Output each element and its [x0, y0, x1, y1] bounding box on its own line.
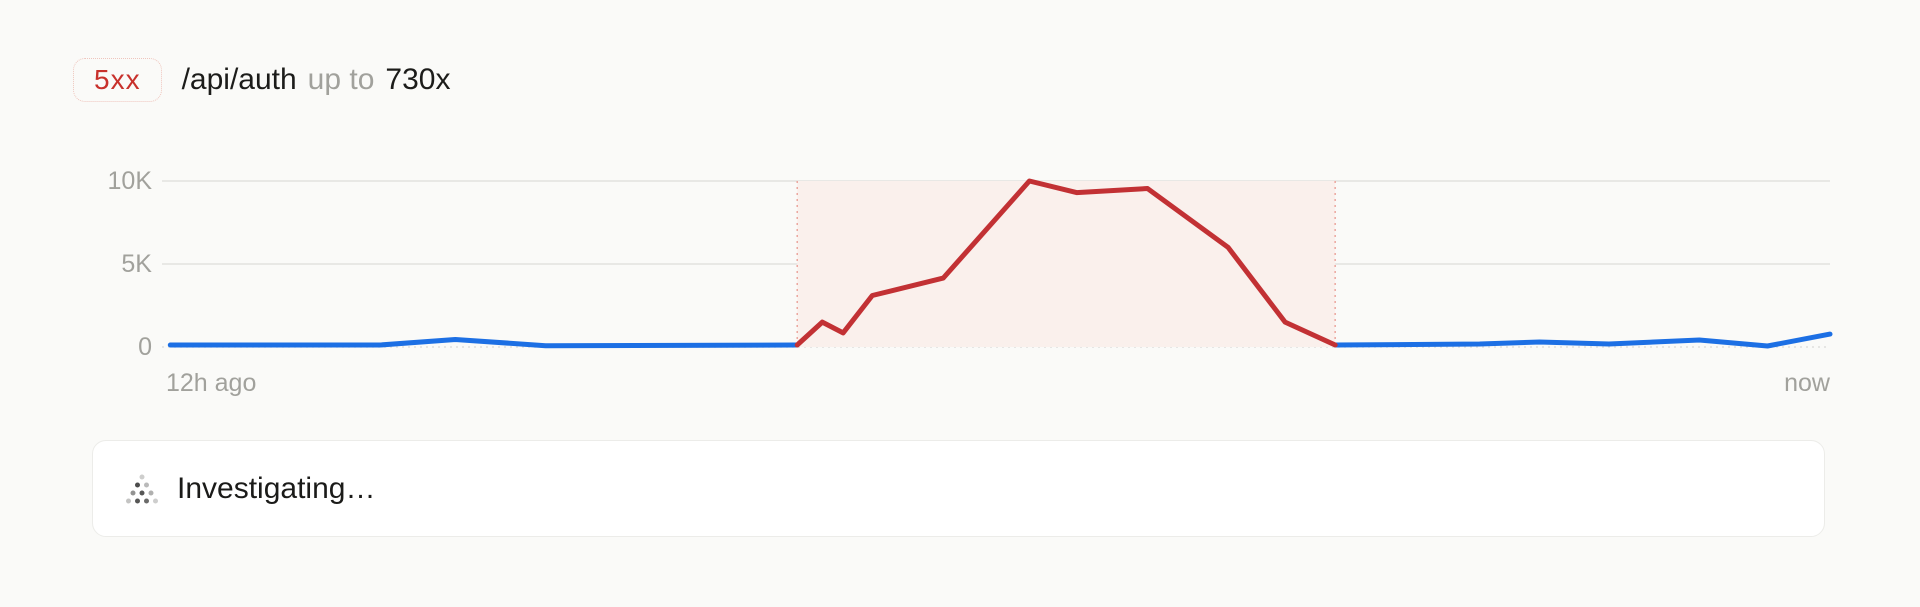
up-to-label: up to	[307, 63, 375, 96]
incident-window-region	[797, 181, 1336, 347]
magnitude-label: 730x	[385, 63, 451, 96]
baseline-traffic-line-1	[1332, 331, 1833, 349]
status-card[interactable]: Investigating…	[92, 440, 1825, 537]
dissolve-triangle-spinner-icon	[126, 474, 158, 503]
status-code-badge: 5xx	[73, 58, 162, 102]
y-tick-5k: 5K	[121, 250, 152, 278]
errors-5xx-line-0	[794, 178, 1338, 348]
chart-header: 5xx /api/auth up to 730x	[73, 56, 450, 104]
y-tick-0: 0	[138, 333, 152, 361]
y-tick-10k: 10K	[107, 167, 152, 195]
endpoint-label: /api/auth	[181, 63, 297, 96]
x-label-end: now	[1784, 369, 1830, 397]
x-label-start: 12h ago	[166, 369, 257, 397]
status-label: Investigating…	[177, 471, 376, 505]
baseline-traffic-line-0	[167, 337, 800, 349]
